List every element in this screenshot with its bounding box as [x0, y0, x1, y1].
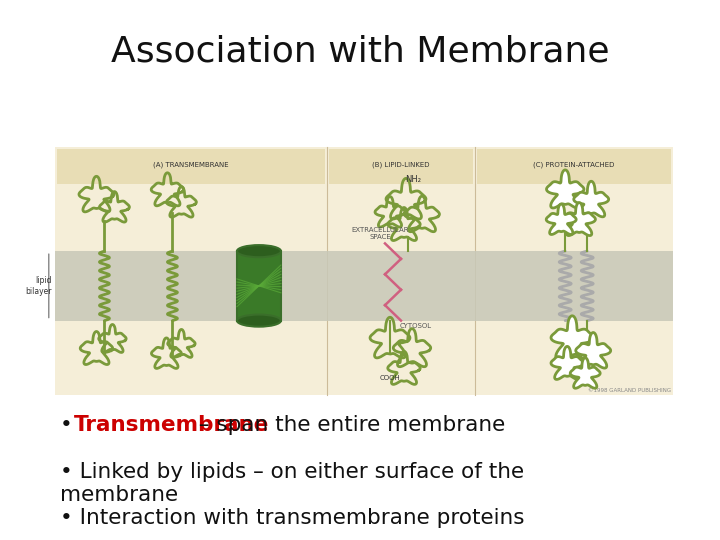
Polygon shape: [563, 202, 595, 235]
Text: Association with Membrane: Association with Membrane: [111, 35, 609, 69]
Bar: [55, 286, 673, 321]
Ellipse shape: [237, 245, 281, 257]
FancyBboxPatch shape: [57, 149, 325, 184]
Text: •: •: [60, 415, 80, 435]
Polygon shape: [574, 181, 608, 217]
Text: (B) LIPID-LINKED: (B) LIPID-LINKED: [372, 161, 430, 167]
Polygon shape: [546, 204, 576, 234]
Polygon shape: [570, 358, 600, 388]
Text: • Interaction with transmembrane proteins: • Interaction with transmembrane protein…: [60, 508, 524, 528]
Polygon shape: [546, 170, 584, 208]
Text: – span the entire membrane: – span the entire membrane: [192, 415, 505, 435]
Polygon shape: [551, 316, 593, 359]
FancyBboxPatch shape: [329, 149, 473, 184]
Text: • Linked by lipids – on either surface of the
membrane: • Linked by lipids – on either surface o…: [60, 462, 524, 505]
Ellipse shape: [237, 314, 281, 327]
Text: lipid
bilayer: lipid bilayer: [25, 276, 52, 295]
Bar: [237, 251, 281, 321]
Text: CYTOSOL: CYTOSOL: [400, 322, 432, 328]
Text: Transmembrane: Transmembrane: [74, 415, 269, 435]
Polygon shape: [576, 333, 611, 368]
Polygon shape: [551, 346, 583, 380]
Text: ©1998 GARLAND PUBLISHING: ©1998 GARLAND PUBLISHING: [588, 388, 671, 393]
Text: NH₂: NH₂: [405, 175, 421, 184]
Bar: [55, 251, 673, 286]
Bar: [55, 147, 673, 395]
FancyBboxPatch shape: [477, 149, 671, 184]
Text: (C) PROTEIN-ATTACHED: (C) PROTEIN-ATTACHED: [534, 161, 615, 167]
Text: (A) TRANSMEMBRANE: (A) TRANSMEMBRANE: [153, 161, 229, 167]
Text: COOH: COOH: [379, 375, 400, 381]
Text: EXTRACELLULAR
SPACE: EXTRACELLULAR SPACE: [351, 227, 409, 240]
